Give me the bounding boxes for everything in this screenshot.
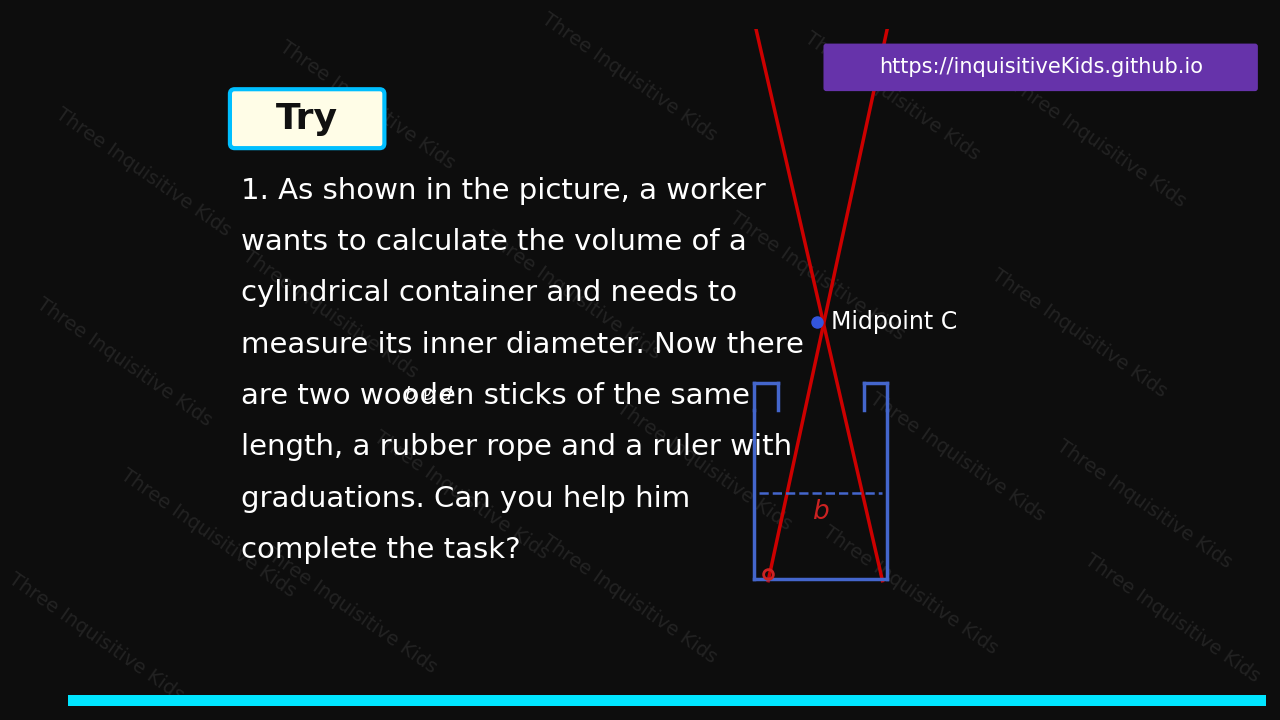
Text: b: b: [813, 499, 829, 526]
Text: graduations. Can you help him: graduations. Can you help him: [241, 485, 690, 513]
Text: Three Inquisitive Kids: Three Inquisitive Kids: [33, 294, 215, 430]
Text: Three Inquisitive Kids: Three Inquisitive Kids: [276, 37, 458, 174]
Text: Three Inquisitive Kids: Three Inquisitive Kids: [1006, 76, 1189, 211]
Text: Three Inquisitive Kids: Three Inquisitive Kids: [800, 28, 983, 163]
Text: complete the task?: complete the task?: [241, 536, 521, 564]
Text: measure its inner diameter. Now there: measure its inner diameter. Now there: [241, 330, 804, 359]
FancyBboxPatch shape: [230, 89, 384, 148]
Text: cylindrical container and needs to: cylindrical container and needs to: [241, 279, 737, 307]
Text: Three Inquisitive Kids: Three Inquisitive Kids: [539, 9, 721, 145]
Text: Three Inquisitive Kids: Three Inquisitive Kids: [1082, 551, 1263, 687]
Text: length, a rubber rope and a ruler with: length, a rubber rope and a ruler with: [241, 433, 792, 462]
Text: Three Inquisitive Kids: Three Inquisitive Kids: [118, 465, 300, 601]
Bar: [68, 695, 1266, 706]
Text: Three Inquisitive Kids: Three Inquisitive Kids: [1053, 437, 1235, 572]
Text: Three Inquisitive Kids: Three Inquisitive Kids: [539, 532, 721, 667]
FancyBboxPatch shape: [823, 44, 1258, 91]
Text: Three Inquisitive Kids: Three Inquisitive Kids: [867, 390, 1048, 525]
Text: Try: Try: [276, 102, 338, 135]
Text: Three Inquisitive Kids: Three Inquisitive Kids: [51, 104, 234, 240]
Text: Three Inquisitive Kids: Three Inquisitive Kids: [726, 209, 908, 344]
Text: Three Inquisitive Kids: Three Inquisitive Kids: [257, 541, 440, 677]
Text: https://inquisitiveKids.github.io: https://inquisitiveKids.github.io: [878, 58, 1203, 77]
Text: Three Inquisitive Kids: Three Inquisitive Kids: [613, 399, 796, 534]
Text: Three Inquisitive Kids: Three Inquisitive Kids: [819, 523, 1002, 658]
Text: Three Inquisitive Kids: Three Inquisitive Kids: [370, 427, 553, 563]
Text: Three Inquisitive Kids: Three Inquisitive Kids: [988, 266, 1170, 401]
Text: b ש d: b ש d: [404, 386, 452, 404]
Text: 1. As shown in the picture, a worker: 1. As shown in the picture, a worker: [241, 176, 765, 204]
Text: Three Inquisitive Kids: Three Inquisitive Kids: [5, 570, 187, 706]
Text: wants to calculate the volume of a: wants to calculate the volume of a: [241, 228, 748, 256]
Text: Midpoint C: Midpoint C: [831, 310, 957, 334]
Text: Three Inquisitive Kids: Three Inquisitive Kids: [239, 247, 421, 382]
Text: Three Inquisitive Kids: Three Inquisitive Kids: [483, 228, 664, 364]
Text: are two wooden sticks of the same: are two wooden sticks of the same: [241, 382, 750, 410]
